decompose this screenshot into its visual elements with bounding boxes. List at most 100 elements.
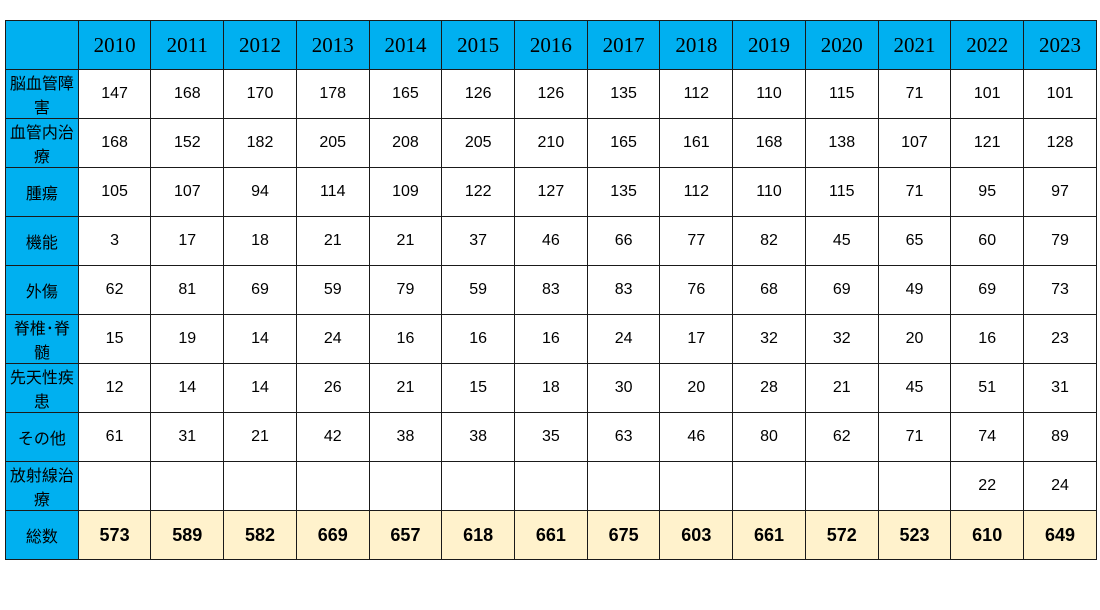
table-row: 外傷 62 81 69 59 79 59 83 83 76 68 69 49 69 73 — [5, 265, 1097, 315]
value-cell: 17 — [150, 216, 225, 266]
value-cell: 210 — [514, 118, 588, 168]
value-cell: 165 — [586, 118, 661, 168]
surgery-stats-table: 2010 2011 2012 2013 2014 2015 2016 2017 … — [5, 20, 1097, 560]
value-cell: 121 — [950, 118, 1025, 168]
year-header: 2010 — [77, 20, 152, 70]
value-cell: 38 — [441, 412, 516, 462]
value-cell: 18 — [514, 363, 588, 413]
value-cell — [77, 461, 152, 511]
value-cell: 59 — [441, 265, 516, 315]
value-cell: 168 — [732, 118, 806, 168]
value-cell: 135 — [586, 69, 661, 119]
value-cell: 16 — [441, 314, 516, 364]
value-cell: 94 — [223, 167, 297, 217]
value-cell: 73 — [1023, 265, 1097, 315]
value-cell — [295, 461, 370, 511]
total-row: 総数 573 589 582 669 657 618 661 675 603 661 572 523 61… — [5, 510, 1097, 560]
value-cell: 21 — [223, 412, 297, 462]
value-cell: 60 — [950, 216, 1025, 266]
year-header: 2022 — [950, 20, 1025, 70]
value-cell: 205 — [295, 118, 370, 168]
value-cell: 168 — [150, 69, 225, 119]
total-cell: 603 — [659, 510, 734, 560]
value-cell: 110 — [732, 167, 806, 217]
value-cell: 42 — [295, 412, 370, 462]
value-cell: 21 — [368, 363, 443, 413]
row-label: 脳血管障害 — [5, 69, 79, 119]
value-cell: 32 — [804, 314, 879, 364]
value-cell: 147 — [77, 69, 152, 119]
total-label: 総数 — [5, 510, 79, 560]
value-cell: 15 — [77, 314, 152, 364]
value-cell: 37 — [441, 216, 516, 266]
value-cell: 69 — [223, 265, 297, 315]
value-cell: 165 — [368, 69, 443, 119]
value-cell: 79 — [368, 265, 443, 315]
value-cell: 23 — [1023, 314, 1097, 364]
value-cell: 31 — [1023, 363, 1097, 413]
value-cell: 127 — [514, 167, 588, 217]
value-cell: 80 — [732, 412, 806, 462]
header-row: 2010 2011 2012 2013 2014 2015 2016 2017 … — [5, 20, 1097, 70]
value-cell: 32 — [732, 314, 806, 364]
total-cell: 523 — [877, 510, 952, 560]
value-cell: 126 — [514, 69, 588, 119]
value-cell: 21 — [804, 363, 879, 413]
value-cell: 77 — [659, 216, 734, 266]
table-row: 腫瘍 105 107 94 114 109 122 127 135 112 110 115 71 95 97 — [5, 167, 1097, 217]
value-cell: 152 — [150, 118, 225, 168]
total-cell: 675 — [586, 510, 661, 560]
value-cell: 22 — [950, 461, 1025, 511]
table-row: 放射線治療 22 24 — [5, 461, 1097, 511]
table-row: 脳血管障害 147 168 170 178 165 126 126 135 112 110 115 71… — [5, 69, 1097, 119]
value-cell — [150, 461, 225, 511]
value-cell: 107 — [150, 167, 225, 217]
year-header: 2023 — [1023, 20, 1097, 70]
value-cell — [586, 461, 661, 511]
year-header: 2017 — [586, 20, 661, 70]
year-header: 2013 — [295, 20, 370, 70]
value-cell: 31 — [150, 412, 225, 462]
year-header: 2016 — [514, 20, 588, 70]
total-cell: 657 — [368, 510, 443, 560]
year-header: 2020 — [804, 20, 879, 70]
row-label: 外傷 — [5, 265, 79, 315]
value-cell: 74 — [950, 412, 1025, 462]
value-cell — [732, 461, 806, 511]
value-cell: 95 — [950, 167, 1025, 217]
value-cell: 89 — [1023, 412, 1097, 462]
row-label: その他 — [5, 412, 79, 462]
value-cell: 46 — [514, 216, 588, 266]
value-cell: 76 — [659, 265, 734, 315]
value-cell: 71 — [877, 167, 952, 217]
value-cell: 14 — [223, 314, 297, 364]
value-cell: 205 — [441, 118, 516, 168]
total-cell: 649 — [1023, 510, 1097, 560]
value-cell: 122 — [441, 167, 516, 217]
row-label: 放射線治療 — [5, 461, 79, 511]
row-label: 機能 — [5, 216, 79, 266]
value-cell: 62 — [804, 412, 879, 462]
year-header: 2014 — [368, 20, 443, 70]
value-cell: 138 — [804, 118, 879, 168]
value-cell: 161 — [659, 118, 734, 168]
total-cell: 661 — [514, 510, 588, 560]
value-cell: 21 — [368, 216, 443, 266]
value-cell: 105 — [77, 167, 152, 217]
value-cell — [877, 461, 952, 511]
total-cell: 661 — [732, 510, 806, 560]
value-cell: 24 — [1023, 461, 1097, 511]
row-label: 先天性疾患 — [5, 363, 79, 413]
value-cell: 69 — [950, 265, 1025, 315]
value-cell: 79 — [1023, 216, 1097, 266]
value-cell: 18 — [223, 216, 297, 266]
table-row: 先天性疾患 12 14 14 26 21 15 18 30 20 28 21 45 51 31 — [5, 363, 1097, 413]
value-cell: 107 — [877, 118, 952, 168]
value-cell: 28 — [732, 363, 806, 413]
value-cell: 114 — [295, 167, 370, 217]
value-cell: 46 — [659, 412, 734, 462]
value-cell: 14 — [150, 363, 225, 413]
value-cell: 208 — [368, 118, 443, 168]
row-label: 脊椎･脊髄 — [5, 314, 79, 364]
value-cell: 15 — [441, 363, 516, 413]
